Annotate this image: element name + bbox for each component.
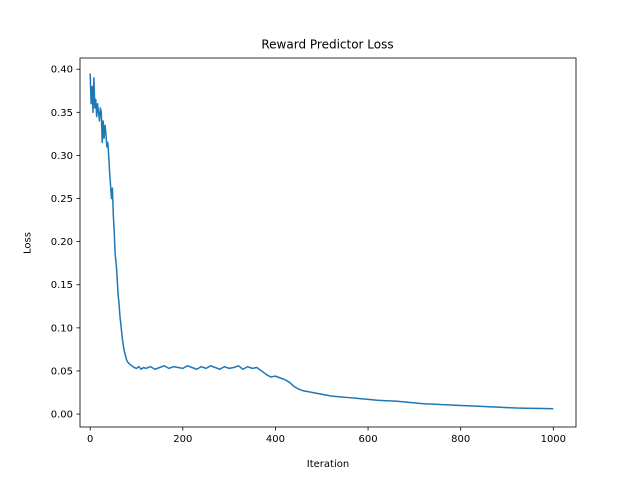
x-tick-label: 0 xyxy=(87,434,93,445)
y-tick-label: 0.35 xyxy=(51,108,73,119)
y-tick-label: 0.00 xyxy=(51,410,73,421)
y-axis: 0.00 0.05 0.10 0.15 0.20 0.25 0.30 0.35 0.40 xyxy=(51,65,80,421)
plot-area xyxy=(89,73,554,410)
y-tick-label: 0.05 xyxy=(51,366,73,377)
x-tick-label: 600 xyxy=(359,434,378,445)
y-tick-label: 0.20 xyxy=(51,237,73,248)
y-tick-label: 0.40 xyxy=(51,65,73,76)
x-axis: 0 200 400 600 800 1000 xyxy=(87,427,566,445)
y-tick-label: 0.15 xyxy=(51,280,73,291)
y-tick-label: 0.10 xyxy=(51,323,73,334)
y-tick-label: 0.30 xyxy=(51,151,73,162)
x-axis-label: Iteration xyxy=(307,459,349,470)
x-tick-label: 400 xyxy=(266,434,285,445)
x-tick-label: 200 xyxy=(173,434,192,445)
x-tick-label: 800 xyxy=(451,434,470,445)
plot-frame xyxy=(79,57,577,428)
x-tick-label: 1000 xyxy=(541,434,566,445)
y-axis-label: Loss xyxy=(23,232,34,254)
series-line-0 xyxy=(89,73,554,410)
chart-title: Reward Predictor Loss xyxy=(261,38,393,52)
y-tick-label: 0.25 xyxy=(51,194,73,205)
